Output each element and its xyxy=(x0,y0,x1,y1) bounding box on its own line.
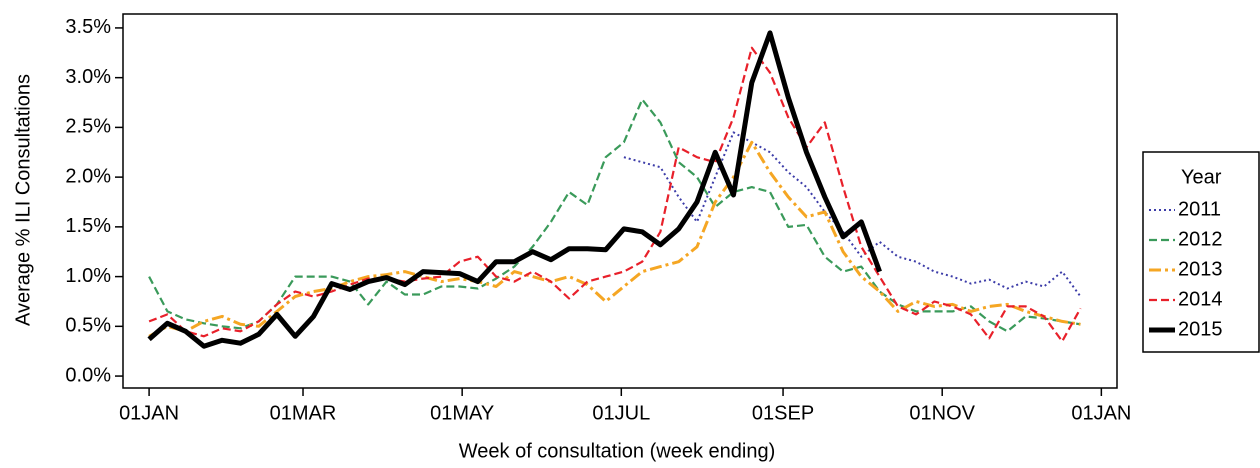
series-line xyxy=(623,131,1082,298)
x-tick-label: 01JAN xyxy=(119,402,179,424)
y-tick-label: 3.5% xyxy=(65,16,111,38)
y-tick-label: 2.0% xyxy=(65,165,111,187)
legend-box xyxy=(1142,151,1260,353)
series-line xyxy=(148,46,1082,343)
y-tick-label: 0.0% xyxy=(65,364,111,386)
legend-label: 2015 xyxy=(1178,318,1223,340)
y-tick-label: 0.5% xyxy=(65,315,111,337)
x-tick-label: 01JAN xyxy=(1071,402,1131,424)
y-tick-label: 1.0% xyxy=(65,265,111,287)
x-tick-label: 01MAR xyxy=(270,402,337,424)
y-tick-label: 1.5% xyxy=(65,215,111,237)
y-tick-label: 2.5% xyxy=(65,116,111,138)
x-tick-label: 01JUL xyxy=(592,402,650,424)
x-tick-label: 01NOV xyxy=(909,402,975,424)
y-tick-label: 3.0% xyxy=(65,66,111,88)
legend-title: Year xyxy=(1181,166,1222,188)
series-line xyxy=(148,140,1081,338)
series-line xyxy=(148,98,1081,333)
x-tick-label: 01SEP xyxy=(752,402,814,424)
legend-label: 2011 xyxy=(1178,198,1221,220)
legend-label: 2014 xyxy=(1178,288,1223,310)
x-tick-label: 01MAY xyxy=(430,402,494,424)
y-axis-title: Average % ILI Consultations xyxy=(12,74,34,326)
legend-label: 2013 xyxy=(1178,258,1223,280)
x-axis-title: Week of consultation (week ending) xyxy=(459,440,775,462)
plot-frame xyxy=(122,13,1118,389)
series-line xyxy=(147,30,882,349)
legend-label: 2012 xyxy=(1178,228,1223,250)
